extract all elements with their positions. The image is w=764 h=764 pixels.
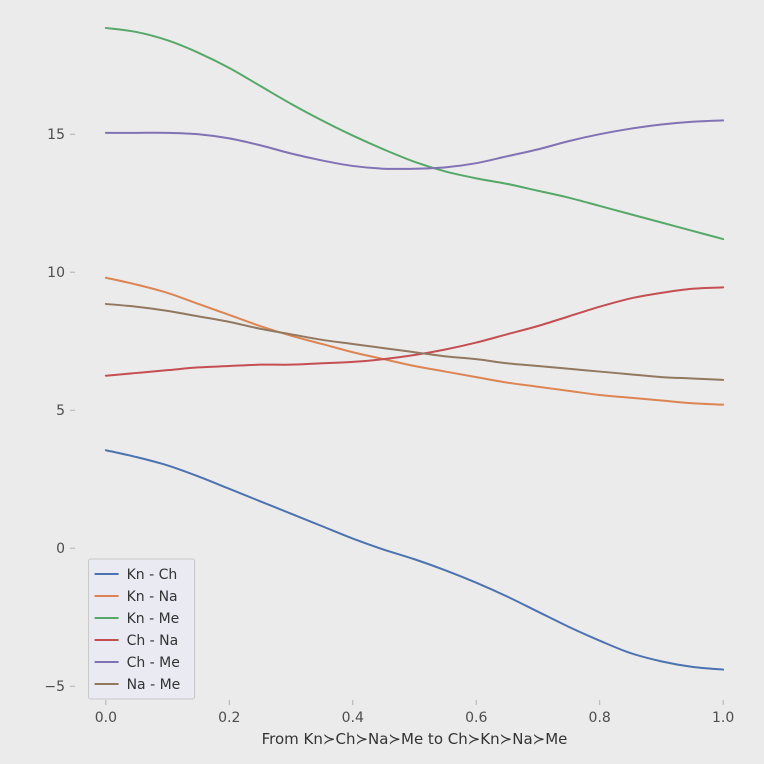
- y-tick-label: 5: [56, 403, 65, 419]
- x-tick-label: 0.6: [465, 710, 487, 726]
- x-axis-label: From Kn≻Ch≻Na≻Me to Ch≻Kn≻Na≻Me: [262, 730, 568, 748]
- y-tick-label: −5: [44, 679, 65, 695]
- legend-label: Ch - Me: [127, 655, 180, 671]
- x-tick-label: 0.2: [218, 710, 240, 726]
- legend-label: Kn - Me: [127, 611, 180, 627]
- x-tick-label: 0.0: [95, 710, 117, 726]
- y-tick-label: 10: [47, 265, 65, 281]
- legend-label: Ch - Na: [127, 633, 179, 649]
- x-tick-label: 0.8: [589, 710, 611, 726]
- legend-label: Kn - Na: [127, 589, 178, 605]
- y-tick-label: 15: [47, 127, 65, 143]
- legend: Kn - Ch Kn - Na Kn - Me Ch - Na Ch - Me Na - …: [89, 559, 195, 699]
- chart-container: 0.0 0.2 0.4 0.6 0.8 1.0 −5 0 5 10 15 From Kn≻Ch≻Na≻…: [0, 0, 764, 764]
- legend-label: Kn - Ch: [127, 567, 178, 583]
- line-chart: 0.0 0.2 0.4 0.6 0.8 1.0 −5 0 5 10 15 From Kn≻Ch≻Na≻…: [0, 0, 764, 764]
- x-tick-label: 0.4: [342, 710, 364, 726]
- legend-label: Na - Me: [127, 677, 181, 693]
- x-tick-label: 1.0: [712, 710, 734, 726]
- y-tick-label: 0: [56, 541, 65, 557]
